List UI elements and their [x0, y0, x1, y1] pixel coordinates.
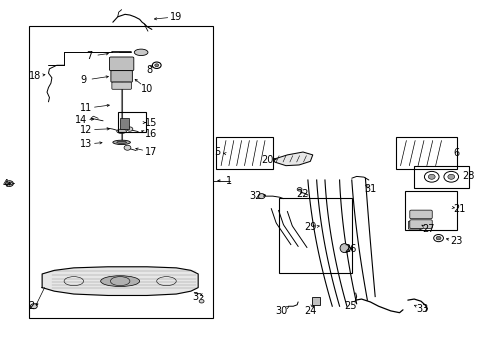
Text: 15: 15 [144, 118, 157, 128]
Text: 1: 1 [225, 176, 231, 186]
Polygon shape [273, 152, 312, 166]
Ellipse shape [101, 276, 140, 287]
Circle shape [427, 174, 434, 179]
Text: 21: 21 [452, 204, 464, 214]
Text: 9: 9 [81, 75, 86, 85]
Text: 8: 8 [146, 64, 152, 75]
Circle shape [258, 194, 264, 199]
Bar [413, 166, 468, 188]
Text: 16: 16 [144, 129, 157, 139]
Text: 18: 18 [29, 71, 41, 81]
Text: 24: 24 [304, 306, 316, 316]
Text: 6: 6 [453, 148, 459, 158]
FancyBboxPatch shape [409, 220, 431, 228]
Bar [395, 137, 456, 169]
Bar [311, 297, 319, 305]
Text: 11: 11 [80, 103, 92, 113]
Text: 2: 2 [28, 301, 34, 311]
Circle shape [124, 145, 131, 150]
Polygon shape [42, 267, 198, 296]
Text: 27: 27 [422, 225, 434, 234]
Bar [278, 198, 351, 273]
Text: 7: 7 [86, 51, 92, 61]
Text: 29: 29 [304, 222, 316, 232]
Text: 12: 12 [80, 125, 92, 135]
Ellipse shape [113, 140, 130, 144]
Text: 33: 33 [415, 304, 427, 314]
FancyBboxPatch shape [112, 82, 131, 89]
Text: 25: 25 [344, 301, 356, 311]
FancyBboxPatch shape [109, 57, 134, 71]
Circle shape [435, 236, 440, 240]
Text: 17: 17 [144, 147, 157, 157]
Text: 23: 23 [449, 236, 462, 246]
Bar [216, 137, 272, 169]
Text: 13: 13 [80, 139, 92, 149]
Text: 10: 10 [141, 84, 153, 94]
Text: 4: 4 [2, 179, 9, 189]
Bar [29, 26, 212, 318]
Circle shape [127, 127, 133, 131]
Text: 19: 19 [170, 12, 182, 22]
Circle shape [199, 300, 203, 303]
Circle shape [297, 188, 302, 191]
Bar [118, 112, 146, 132]
Circle shape [30, 304, 37, 309]
Ellipse shape [134, 49, 148, 55]
FancyBboxPatch shape [111, 71, 132, 82]
Text: 26: 26 [344, 244, 356, 254]
Text: 32: 32 [248, 191, 261, 201]
Text: 31: 31 [364, 184, 376, 194]
FancyBboxPatch shape [407, 221, 422, 229]
Ellipse shape [117, 129, 126, 134]
Ellipse shape [117, 141, 126, 143]
Ellipse shape [339, 244, 348, 253]
FancyBboxPatch shape [409, 210, 431, 219]
Circle shape [155, 64, 158, 67]
Text: 3: 3 [192, 292, 199, 302]
Bar [405, 191, 456, 230]
Text: 14: 14 [75, 115, 87, 125]
Text: 22: 22 [295, 189, 307, 199]
Bar [120, 118, 129, 129]
Circle shape [5, 181, 13, 186]
Text: 5: 5 [214, 147, 221, 157]
Circle shape [447, 174, 454, 179]
Text: 20: 20 [261, 154, 274, 165]
Text: 28: 28 [462, 171, 474, 181]
Text: 30: 30 [274, 306, 286, 316]
